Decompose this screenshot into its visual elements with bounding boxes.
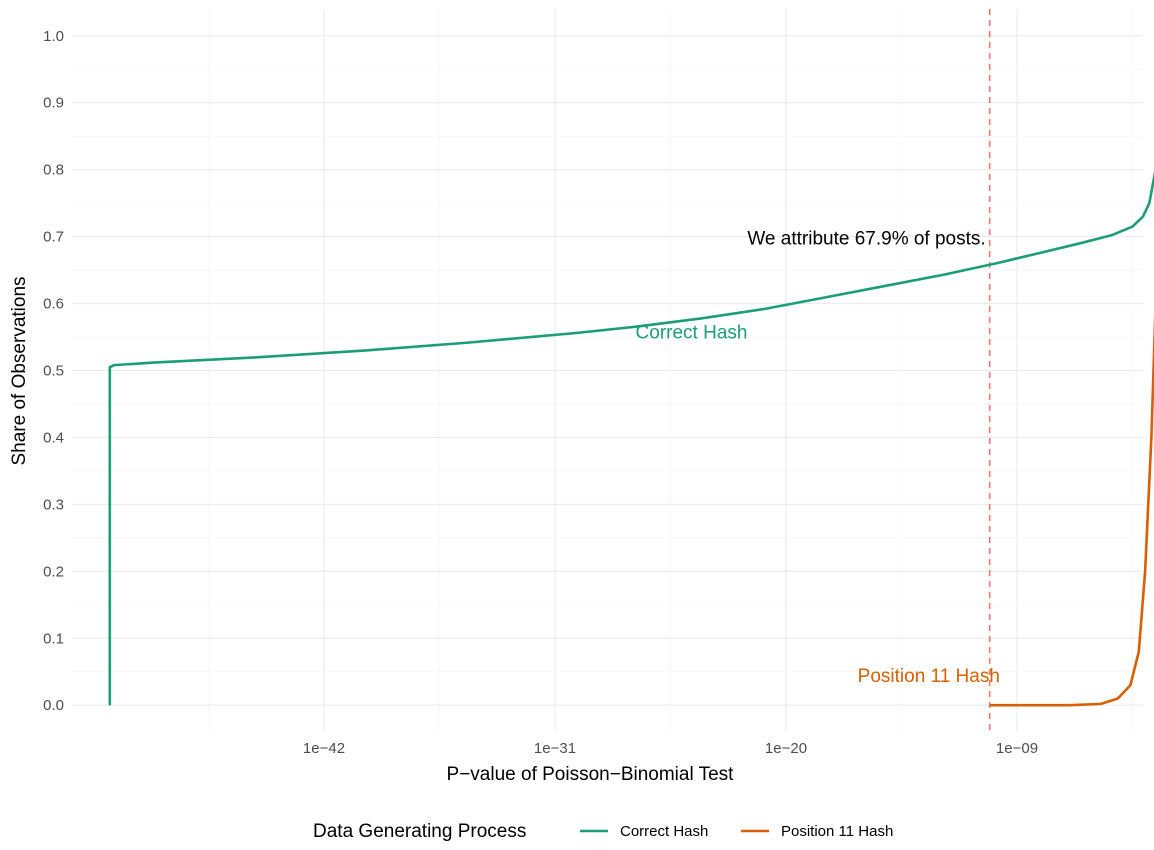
y-tick-label: 0.0 (43, 697, 64, 714)
major-gridlines (72, 9, 1143, 732)
y-tick-label: 0.6 (43, 296, 64, 313)
x-tick-label: 1e−09 (996, 740, 1038, 757)
legend-label: Position 11 Hash (781, 823, 893, 840)
x-tick-label: 1e−20 (765, 740, 807, 757)
x-tick-label: 1e−42 (303, 740, 345, 757)
legend-label: Correct Hash (620, 823, 708, 840)
legend: Data Generating Process Correct Hash Posit… (313, 821, 893, 842)
y-tick-label: 0.1 (43, 630, 64, 647)
series-line-correct-hash (108, 171, 1154, 706)
annotation-label: Position 11 Hash (858, 666, 1000, 687)
y-tick-label: 0.3 (43, 496, 64, 513)
y-tick-label: 0.2 (43, 563, 64, 580)
y-tick-label: 0.8 (43, 162, 64, 179)
y-axis-title: Share of Observations (9, 276, 30, 465)
annotation-label: Correct Hash (636, 322, 748, 343)
x-axis-title: P−value of Poisson−Binomial Test (447, 764, 735, 785)
series-layer (108, 171, 1154, 707)
y-tick-label: 0.9 (43, 95, 64, 112)
y-tick-label: 0.4 (43, 429, 64, 446)
legend-title: Data Generating Process (313, 821, 526, 842)
x-axis-ticks: 1e−42 1e−31 1e−20 1e−09 (303, 740, 1038, 757)
series-line-position-11-hash (989, 313, 1154, 707)
y-tick-label: 0.5 (43, 363, 64, 380)
annotation-layer: We attribute 67.9% of posts. Correct Hash… (636, 229, 1000, 687)
x-tick-label: 1e−31 (534, 740, 576, 757)
y-tick-label: 0.7 (43, 229, 64, 246)
annotation-label: We attribute 67.9% of posts. (747, 229, 985, 250)
y-tick-label: 1.0 (43, 28, 64, 45)
y-axis-ticks: 0.0 0.1 0.2 0.3 0.4 0.5 0.6 0.7 0.8 0.9 1.0 (43, 28, 64, 714)
